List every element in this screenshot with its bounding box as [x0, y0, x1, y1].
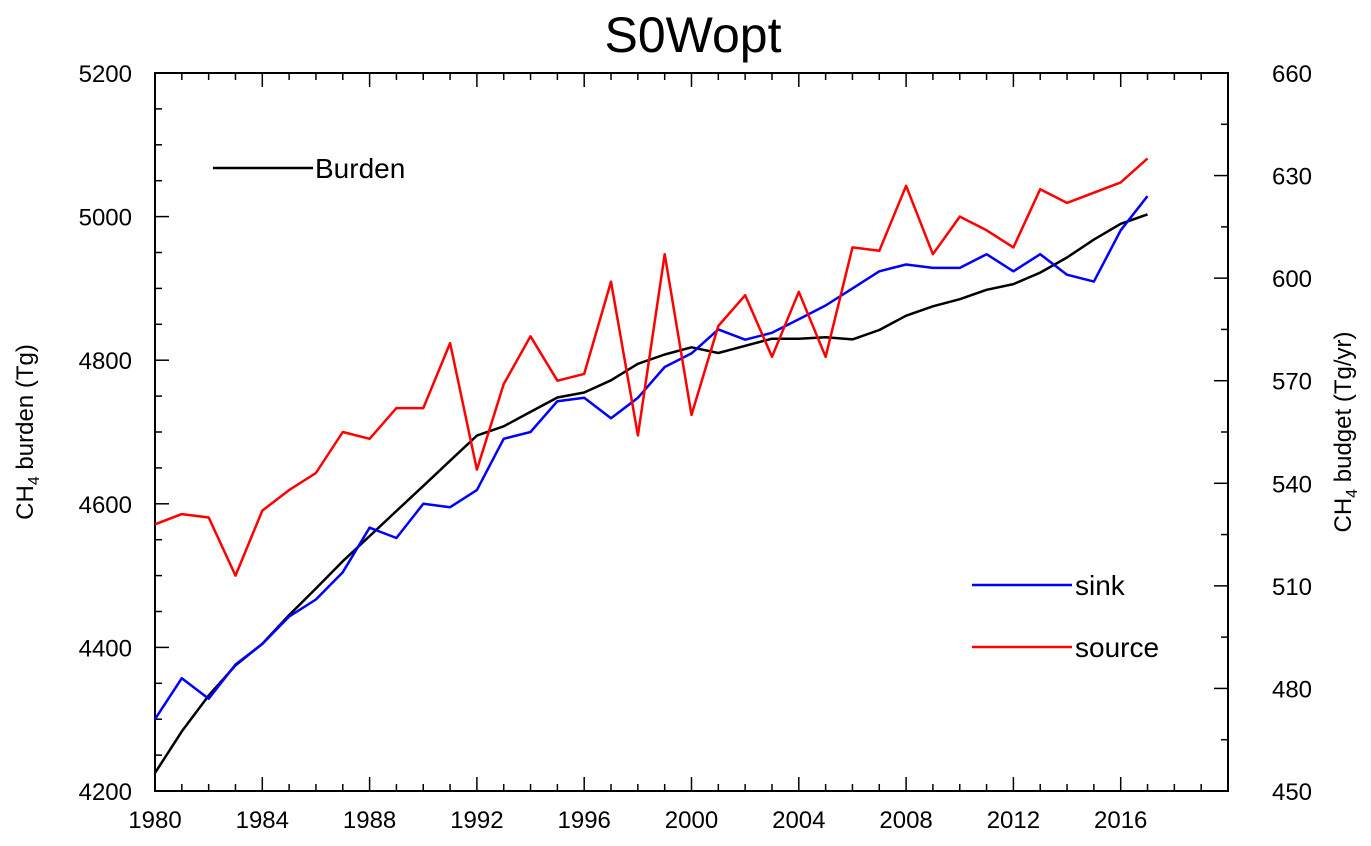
x-tick-label: 1980 [128, 807, 181, 834]
legend-burden: Burden [213, 153, 405, 184]
chart-title: S0Wopt [605, 7, 782, 63]
y-axis-left-label-rest: burden (Tg) [12, 344, 39, 476]
legend-sink-label: sink [1075, 570, 1126, 601]
y-axis-left-label-sub: 4 [26, 476, 43, 485]
yr-tick-label: 570 [1272, 369, 1312, 396]
y-axis-left-label: CH4 burden (Tg) [12, 344, 43, 520]
yr-tick-label: 660 [1272, 61, 1312, 88]
yr-tick-label: 510 [1272, 574, 1312, 601]
y-axis-left: 4200 4400 4600 4800 5000 5200 [79, 61, 169, 806]
yl-tick-label: 4400 [79, 635, 132, 662]
yr-tick-label: 630 [1272, 164, 1312, 191]
yl-tick-label: 5200 [79, 61, 132, 88]
y-axis-right-label-base: CH [1330, 498, 1357, 533]
yr-tick-label: 540 [1272, 471, 1312, 498]
yl-tick-label: 5000 [79, 205, 132, 232]
y-axis-right-label-rest: budget (Tg/yr) [1330, 332, 1357, 489]
yr-tick-label: 600 [1272, 266, 1312, 293]
x-tick-label: 1984 [236, 807, 289, 834]
legend-source: source [972, 632, 1159, 663]
x-tick-label: 2000 [665, 807, 718, 834]
y-axis-left-label-base: CH [12, 485, 39, 520]
x-tick-label: 1992 [450, 807, 503, 834]
yl-tick-label: 4200 [79, 779, 132, 806]
series-line-burden [153, 213, 1148, 774]
legend-source-label: source [1075, 632, 1159, 663]
yr-tick-label: 480 [1272, 676, 1312, 703]
y-axis-right-label: CH4 budget (Tg/yr) [1330, 332, 1361, 533]
x-tick-label: 2016 [1094, 807, 1147, 834]
legend-burden-label: Burden [315, 153, 405, 184]
yr-tick-label: 450 [1272, 779, 1312, 806]
x-tick-label: 2012 [987, 807, 1040, 834]
y-axis-right-label-sub: 4 [1344, 489, 1361, 498]
yl-tick-label: 4600 [79, 492, 132, 519]
x-tick-label: 1996 [558, 807, 611, 834]
series-lines [153, 157, 1149, 774]
x-tick-label: 1988 [343, 807, 396, 834]
x-tick-label: 2008 [879, 807, 932, 834]
series-line-source [154, 157, 1149, 577]
legend-sink: sink [972, 570, 1126, 601]
x-axis: 1980 1984 1988 1992 1996 2000 2004 2008 2012 2016 [128, 73, 1229, 834]
yl-tick-label: 4800 [79, 348, 132, 375]
x-tick-label: 2004 [772, 807, 825, 834]
series-line-sink [153, 195, 1149, 720]
y-axis-right: 450 480 510 540 570 600 630 660 [1214, 61, 1312, 806]
